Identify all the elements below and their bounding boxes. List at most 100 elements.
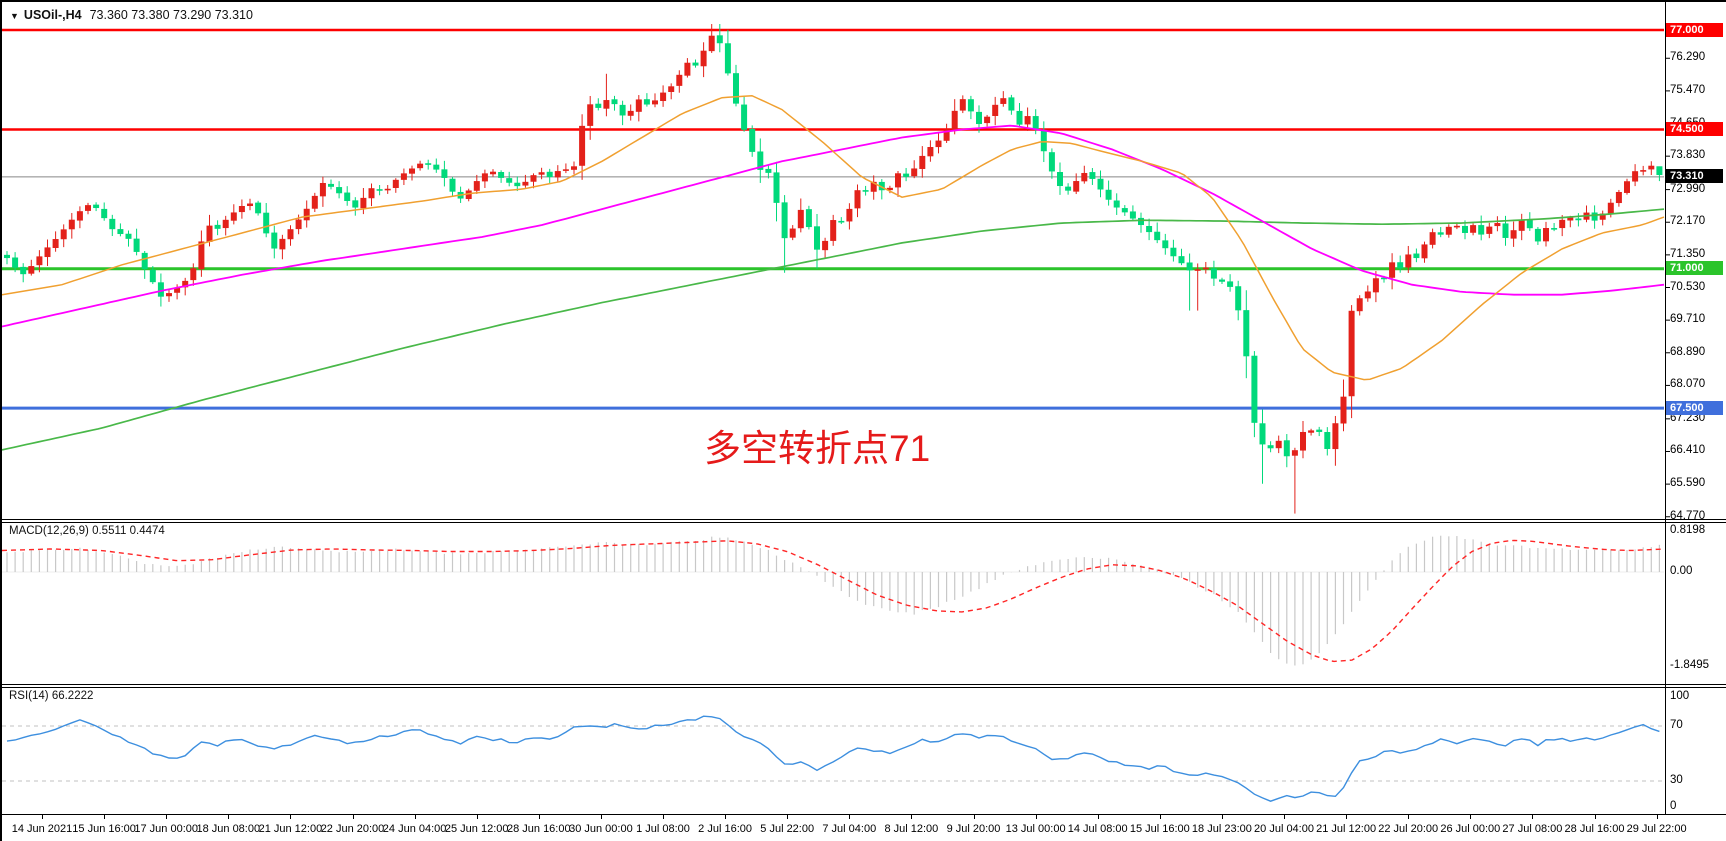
candle-body [692, 62, 699, 66]
candle-body [1202, 267, 1209, 270]
candle-body [1324, 432, 1331, 449]
candle-body [498, 172, 505, 178]
candle-body [1048, 152, 1055, 172]
candle-body [1040, 129, 1047, 152]
candle-body [287, 229, 294, 240]
candle-body [400, 173, 407, 180]
candle-body [1640, 170, 1647, 172]
candle-body [1510, 230, 1517, 239]
candle-body [271, 232, 278, 249]
time-tick-mark [352, 815, 354, 819]
macd-axis-label: 0.8198 [1670, 524, 1706, 537]
time-tick-mark [1159, 815, 1161, 819]
price-axis[interactable]: 76.29075.47074.65073.83072.99072.17071.3… [1665, 2, 1726, 814]
time-axis-label: 1 Jul 08:00 [636, 823, 690, 835]
candle-body [765, 168, 772, 173]
candle-body [230, 212, 237, 221]
price-tick-label: 68.070 [1670, 378, 1706, 391]
time-axis-label: 17 Jun 00:00 [134, 823, 198, 835]
candle-body [1073, 181, 1080, 192]
candle-body [85, 205, 91, 211]
candle-body [1348, 310, 1355, 397]
candle-body [1227, 281, 1234, 287]
candle-body [716, 35, 723, 44]
candle-body [643, 99, 650, 105]
candle-body [1081, 172, 1088, 182]
candle-body [1364, 291, 1371, 299]
candle-body [481, 173, 488, 182]
candle-body [984, 116, 991, 124]
time-axis-label: 28 Jul 16:00 [1564, 823, 1625, 835]
candle-body [1138, 217, 1144, 226]
time-axis-label: 21 Jul 12:00 [1316, 823, 1377, 835]
time-tick-mark [166, 815, 168, 819]
time-axis[interactable]: 14 Jun 2021 15 Jun 16:00 17 Jun 00:00 18 Ju… [2, 814, 1726, 841]
time-tick-mark [414, 815, 416, 819]
candle-body [1186, 262, 1193, 271]
candle-body [1599, 213, 1606, 220]
candle-body [814, 226, 820, 250]
candle-body [392, 179, 399, 188]
candle-body [1146, 225, 1153, 233]
chart-plot-area[interactable] [2, 2, 1726, 814]
time-axis-label: 21 Jun 12:00 [258, 823, 323, 835]
candle-body [1178, 256, 1185, 264]
candle-body [1478, 225, 1485, 235]
candle-body [1235, 286, 1242, 311]
candle-body [878, 181, 885, 191]
chart-title: ▼ USOil-,H4 73.360 73.380 73.290 73.310 [10, 8, 253, 22]
candle-body [465, 190, 472, 200]
candle-body [1445, 226, 1452, 235]
candle-body [603, 100, 610, 109]
symbol-dropdown-icon[interactable]: ▼ [10, 11, 19, 21]
candle-body [1065, 186, 1072, 191]
candle-body [538, 172, 545, 175]
candle-body [4, 254, 10, 259]
price-tick-label: 75.470 [1670, 83, 1706, 96]
candle-body [174, 287, 181, 293]
candle-body [822, 240, 829, 251]
candle-body [20, 266, 27, 275]
candle-body [1113, 200, 1120, 208]
price-badge-74.500: 74.500 [1666, 122, 1723, 136]
time-tick-mark [1470, 815, 1472, 819]
candle-body [506, 178, 513, 183]
candle-body [157, 282, 164, 297]
candle-body [352, 200, 359, 208]
price-tick-label: 73.830 [1670, 149, 1706, 162]
candle-body [1502, 223, 1509, 238]
candle-body [263, 212, 270, 234]
time-tick-mark [1532, 815, 1534, 819]
time-axis-label: 5 Jul 22:00 [760, 823, 815, 835]
candle-body [619, 104, 626, 116]
candle-body [1243, 310, 1250, 357]
candle-body [1462, 225, 1468, 233]
price-tick-label: 72.170 [1670, 215, 1706, 228]
ma-slow [2, 208, 1665, 451]
candle-body [328, 183, 334, 187]
time-axis-label: 18 Jul 23:00 [1191, 823, 1252, 835]
candle-body [757, 151, 764, 170]
candle-body [1413, 253, 1420, 259]
price-tick-label: 69.710 [1670, 313, 1706, 326]
candle-body [846, 208, 853, 222]
macd-indicator-label: MACD(12,26,9) 0.5511 0.4474 [9, 525, 165, 537]
candle-body [635, 99, 642, 112]
candle-body [1008, 97, 1015, 111]
candle-body [1356, 298, 1363, 312]
symbol-period-label[interactable]: USOil-,H4 [23, 8, 82, 22]
candle-body [1437, 232, 1444, 235]
candle-body [781, 202, 788, 239]
macd-signal-line [2, 539, 1665, 663]
candle-body [182, 280, 189, 288]
candle-body [1372, 278, 1379, 293]
candle-body [1154, 231, 1161, 241]
candle-body [247, 203, 253, 207]
candle-body [166, 293, 172, 297]
time-axis-label: 8 Jul 12:00 [884, 823, 939, 835]
candle-body [943, 129, 950, 141]
time-tick-mark [1035, 815, 1037, 819]
time-axis-label: 18 Jun 08:00 [196, 823, 261, 835]
time-tick-mark [42, 815, 43, 819]
